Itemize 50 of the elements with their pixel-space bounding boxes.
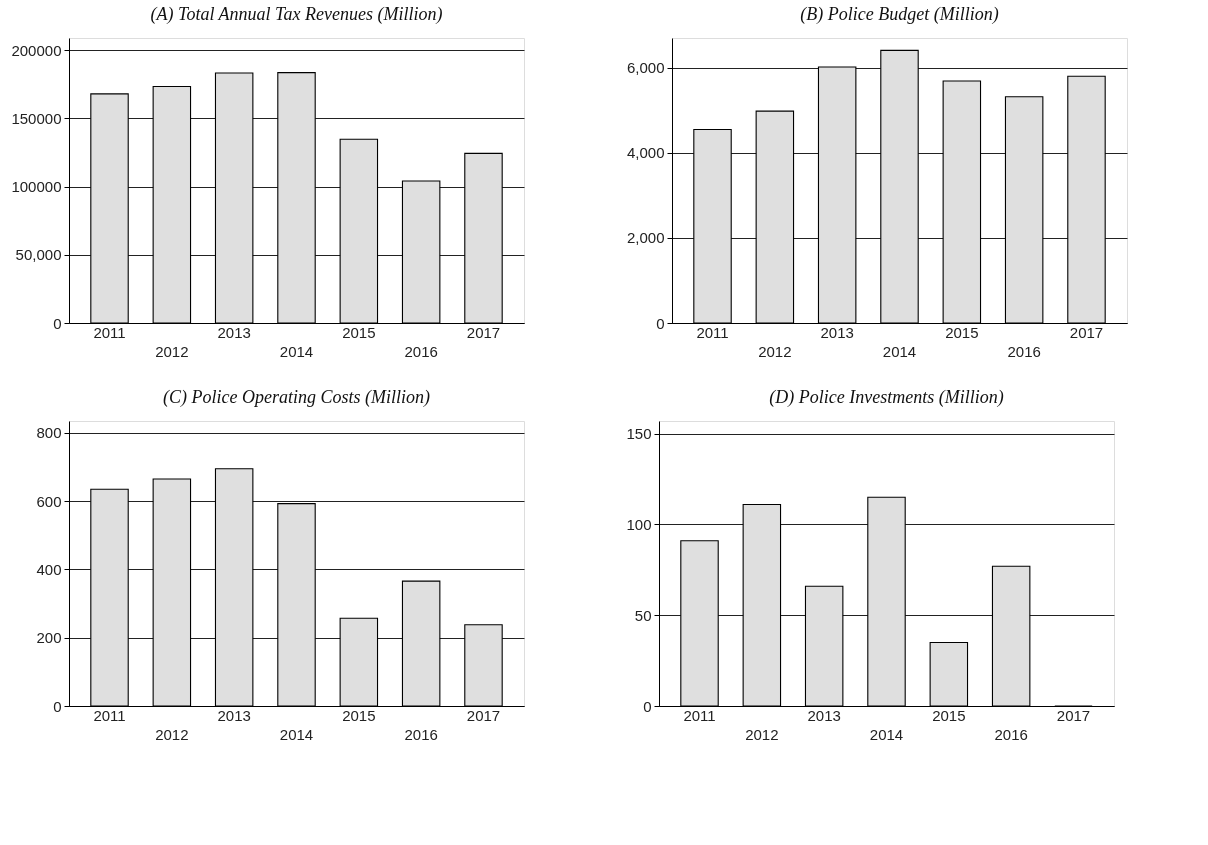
x-tick-label: 2012 [155,342,189,360]
x-tick-label: 2016 [404,342,438,360]
y-tick-label: 100 [626,515,652,533]
y-tick-label: 0 [53,314,62,332]
x-tick-label: 2012 [758,342,792,360]
y-tick-label: 6,000 [626,59,665,77]
x-tick-label: 2013 [217,706,251,724]
x-tick-label: 2011 [696,323,729,341]
x-tick-label: 2016 [1007,342,1041,360]
x-tick-label: 2011 [93,323,126,341]
y-tick-label: 100000 [11,178,62,196]
x-tick-label: 2014 [279,342,314,360]
x-tick-label: 2015 [342,706,376,724]
y-tick-label: 50,000 [15,246,62,264]
y-tick-label: 200 [36,629,62,647]
x-tick-label: 2013 [217,323,251,341]
y-tick-label: 0 [643,697,652,715]
x-tick-label: 2014 [279,725,314,743]
chart-title: (B) Police Budget (Million) [800,4,999,25]
x-tick-label: 2017 [1069,323,1104,341]
y-tick-label: 150 [626,425,652,443]
y-tick-label: 800 [36,424,62,442]
y-tick-label: 0 [53,697,62,715]
y-tick-label: 600 [36,492,62,510]
x-tick-label: 2017 [1056,706,1091,724]
x-tick-label: 2012 [155,725,189,743]
x-tick-label: 2014 [869,725,904,743]
x-tick-label: 2011 [683,706,716,724]
chart-title: (D) Police Investments (Million) [769,387,1004,408]
x-tick-label: 2015 [932,706,966,724]
y-tick-label: 200000 [11,41,62,59]
x-tick-label: 2015 [342,323,376,341]
chart-title: (C) Police Operating Costs (Million) [163,387,430,408]
x-tick-label: 2011 [93,706,126,724]
x-tick-label: 2017 [466,706,501,724]
y-tick-label: 4,000 [626,144,665,162]
x-tick-label: 2015 [945,323,979,341]
y-tick-label: 150000 [11,109,62,127]
x-tick-label: 2012 [745,725,779,743]
x-tick-label: 2013 [820,323,854,341]
chart-title: (A) Total Annual Tax Revenues (Million) [150,4,443,25]
y-tick-label: 2,000 [626,229,665,247]
x-tick-label: 2017 [466,323,501,341]
y-tick-label: 50 [634,606,652,624]
y-tick-label: 400 [36,560,62,578]
x-tick-label: 2016 [994,725,1028,743]
y-tick-label: 0 [656,314,665,332]
x-tick-label: 2014 [882,342,917,360]
x-tick-label: 2013 [807,706,841,724]
x-tick-label: 2016 [404,725,438,743]
